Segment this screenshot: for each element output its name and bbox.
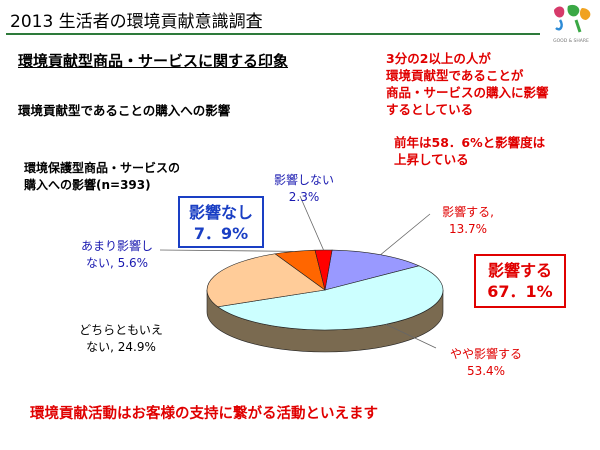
- subheading: 環境貢献型であることの購入への影響: [18, 103, 231, 118]
- title-bar: 2013 生活者の環境貢献意識調査 GOOD & SHARE: [0, 0, 600, 44]
- slice-label-value: 13.7%: [448, 222, 488, 236]
- leader-line-not-much: [159, 249, 295, 252]
- summary-note-line: 3分の2以上の人が: [386, 51, 491, 66]
- previous-year-note: 前年は58．6%と影響度は 上昇している: [394, 134, 545, 168]
- slice-label-value: 53.4%: [466, 364, 506, 378]
- title-underline: [6, 33, 540, 35]
- previous-year-note-line: 上昇している: [394, 152, 469, 167]
- summary-note-line: 商品・サービスの購入に影響: [386, 85, 549, 100]
- summary-note-line: 環境貢献型であることが: [386, 68, 524, 83]
- leader-lines-group: [159, 195, 437, 349]
- bottom-message: 環境貢献活動はお客様の支持に繋がる活動といえます: [30, 406, 378, 422]
- pie-slice-neither: [206, 253, 326, 308]
- callout-affects-label: 影響する: [487, 261, 552, 280]
- slice-label-not-much: あまり影響し ない, 5.6%: [58, 238, 176, 272]
- slice-label-dont-affect: 影響しない 2.3%: [258, 172, 350, 206]
- slice-label-name: あまり影響し: [80, 239, 153, 253]
- chart-caption-line: 環境保護型商品・サービスの: [24, 161, 181, 175]
- chart-caption-line: 購入への影響(n=393): [24, 178, 151, 192]
- slice-label-name: 影響しない: [273, 173, 334, 187]
- slice-label-somewhat-affect: やや影響する 53.4%: [434, 346, 538, 380]
- slide-title: 2013 生活者の環境貢献意識調査: [10, 12, 263, 32]
- slice-label-value: 2.3%: [288, 190, 320, 204]
- chart-caption: 環境保護型商品・サービスの 購入への影響(n=393): [24, 160, 180, 194]
- headline: 環境貢献型商品・サービスに関する印象: [18, 52, 289, 70]
- callout-no-effect-label: 影響なし: [188, 203, 253, 222]
- logo-icon: GOOD & SHARE: [553, 4, 591, 44]
- leader-line-affect: [380, 213, 431, 256]
- slice-label-name: 影響する,: [442, 205, 494, 219]
- leader-line-somewhat-affect: [385, 323, 437, 349]
- leader-line-dont-affect: [299, 195, 324, 251]
- callout-no-effect-value: 7．9%: [193, 224, 249, 243]
- slice-label-name: どちらともいえ: [79, 323, 163, 337]
- callout-affects: 影響する 67．1%: [474, 254, 566, 308]
- logo-text: GOOD & SHARE: [553, 38, 589, 44]
- slice-label-affect: 影響する, 13.7%: [420, 204, 516, 238]
- pie-slice-affect: [324, 249, 420, 291]
- slice-label-neither: どちらともいえ ない, 24.9%: [60, 322, 182, 356]
- previous-year-note-line: 前年は58．6%と影響度は: [394, 135, 546, 150]
- summary-note-line: するとしている: [386, 102, 474, 117]
- slice-label-name: やや影響する: [449, 347, 522, 361]
- pie-slices-group: [206, 249, 444, 331]
- callout-affects-value: 67．1%: [487, 282, 553, 301]
- callout-no-effect: 影響なし 7．9%: [178, 196, 264, 248]
- slice-label-value: ない, 24.9%: [86, 340, 156, 354]
- summary-note: 3分の2以上の人が 環境貢献型であることが 商品・サービスの購入に影響 するとし…: [386, 50, 549, 118]
- slice-label-value: ない, 5.6%: [85, 256, 149, 270]
